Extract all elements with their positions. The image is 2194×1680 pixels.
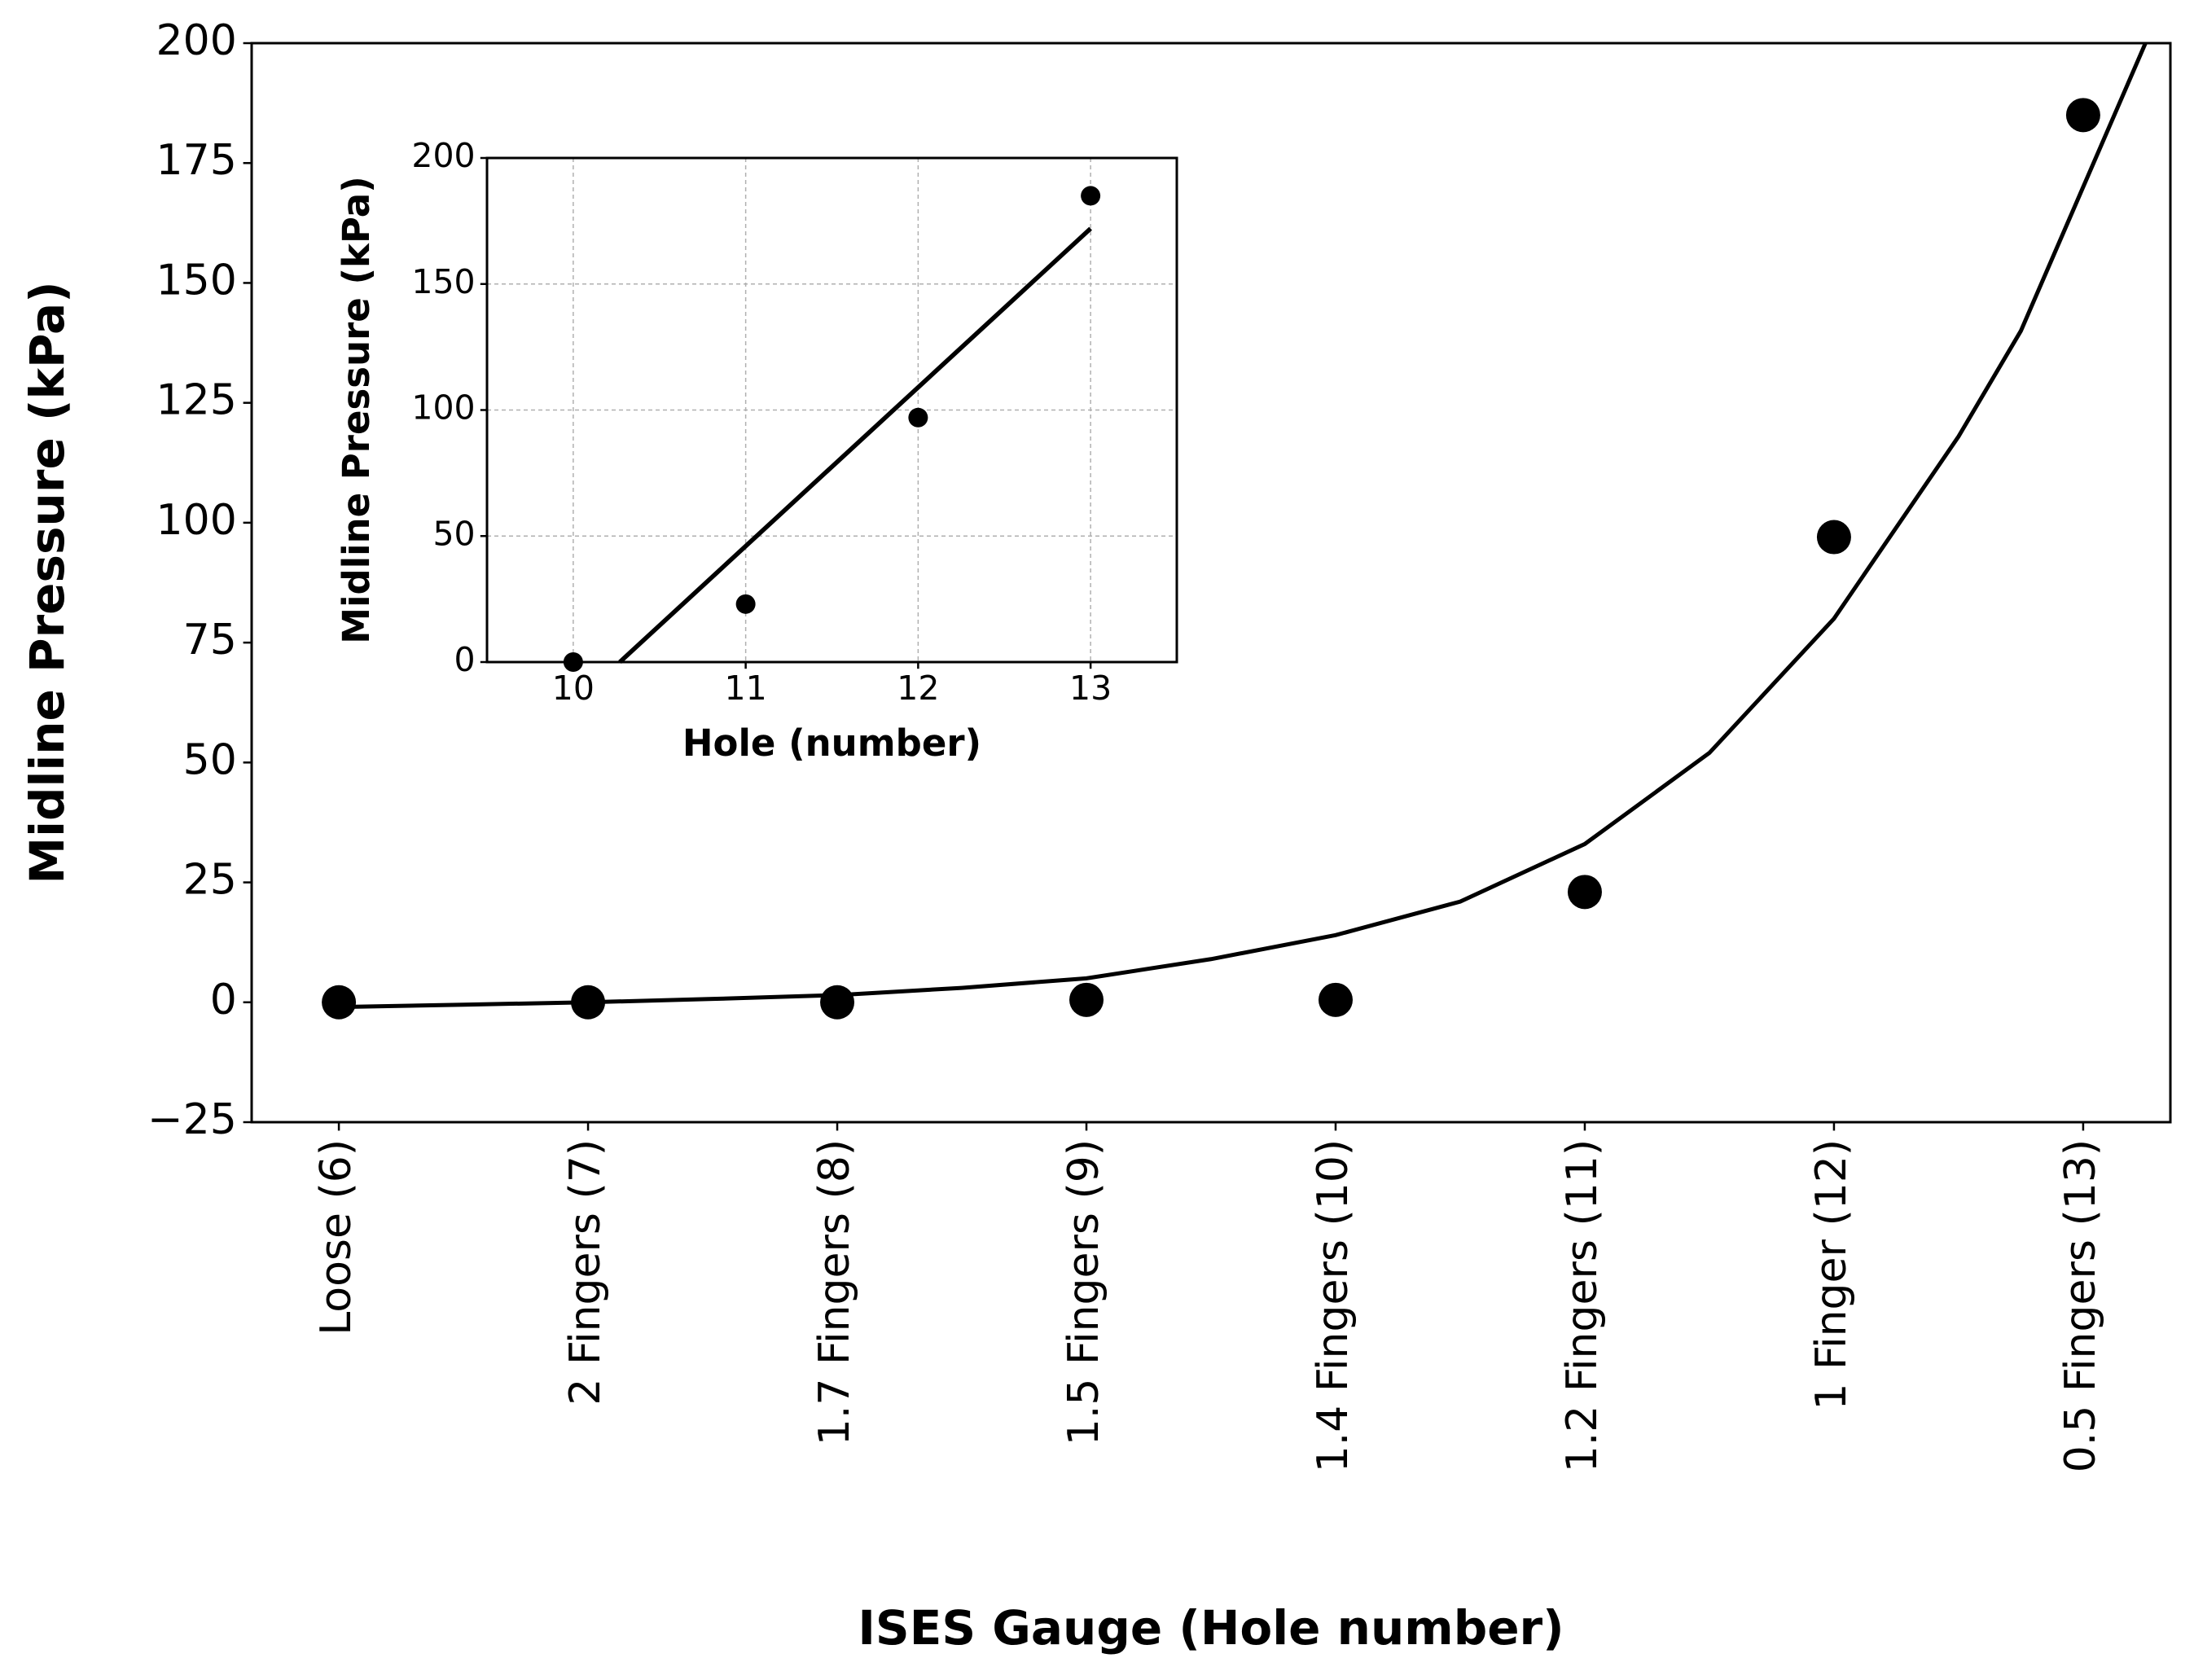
x-tick-label: 11 — [725, 669, 767, 708]
y-tick-label: 100 — [411, 388, 475, 428]
point — [908, 407, 928, 428]
point — [1081, 186, 1101, 206]
point — [322, 985, 357, 1020]
y-tick-label: 150 — [156, 256, 237, 305]
x-tick-label: 1.4 Fingers (10) — [1309, 1139, 1358, 1473]
x-tick-label: 12 — [897, 669, 939, 708]
x-axis-label: ISES Gauge (Hole number) — [858, 1600, 1564, 1656]
x-tick-label: 0.5 Fingers (13) — [2056, 1139, 2105, 1473]
y-tick-label: 175 — [156, 136, 237, 185]
y-axis-label: Midline Pressure (kPa) — [335, 176, 378, 643]
y-tick-label: 200 — [411, 136, 475, 175]
fit-line — [339, 42, 2148, 1010]
point — [571, 985, 606, 1020]
y-tick-label: 150 — [411, 262, 475, 301]
y-tick-label: 200 — [156, 16, 237, 65]
x-tick-label: 10 — [552, 669, 595, 708]
x-tick-label: 1.2 Fingers (11) — [1558, 1139, 1607, 1473]
y-tick-label: 125 — [156, 376, 237, 425]
x-tick-label: 1.7 Fingers (8) — [810, 1139, 859, 1445]
x-tick-label: 1 Finger (12) — [1807, 1139, 1856, 1410]
point — [1318, 982, 1353, 1017]
y-tick-label: 50 — [432, 514, 475, 553]
x-axis-label: Hole (number) — [682, 722, 981, 765]
y-tick-label: 75 — [183, 616, 237, 665]
y-tick-label: 0 — [454, 640, 476, 679]
fit-line — [618, 226, 1092, 665]
axes-frame — [485, 156, 1178, 664]
x-tick-label: Loose (6) — [312, 1139, 361, 1336]
point — [1567, 875, 1602, 910]
point — [1816, 520, 1851, 555]
axes-frame — [250, 42, 2172, 1124]
point — [820, 985, 855, 1020]
point — [2065, 98, 2100, 133]
y-tick-label: 50 — [183, 735, 237, 784]
y-axis-label: Midline Pressure (kPa) — [20, 281, 75, 884]
x-tick-label: 1.5 Fingers (9) — [1060, 1139, 1108, 1445]
point — [1069, 982, 1104, 1017]
y-tick-label: 25 — [183, 856, 237, 905]
y-tick-label: −25 — [147, 1095, 237, 1144]
x-tick-label: 13 — [1069, 669, 1112, 708]
x-tick-label: 2 Fingers (7) — [561, 1139, 610, 1406]
y-tick-label: 0 — [210, 976, 237, 1024]
y-tick-label: 100 — [156, 496, 237, 545]
point — [735, 594, 756, 614]
